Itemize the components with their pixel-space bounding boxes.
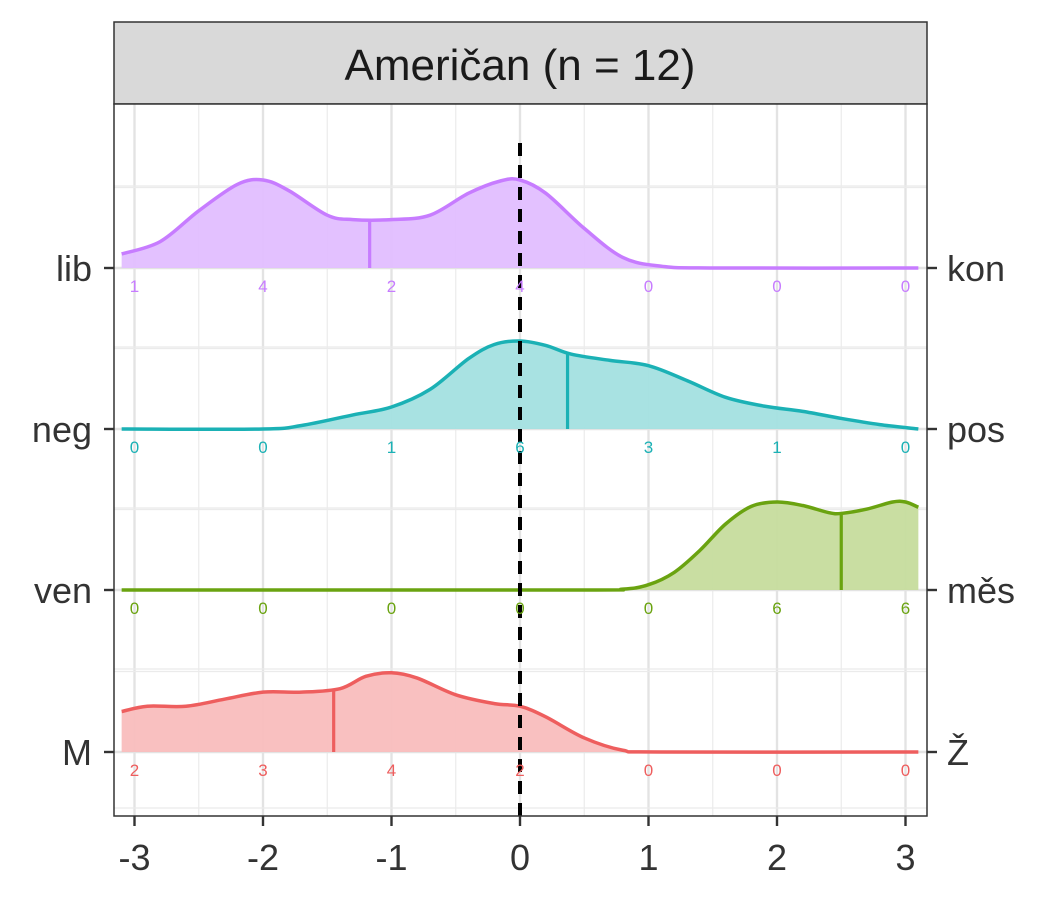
density-line-ven-mes bbox=[121, 499, 920, 592]
count-label: 6 bbox=[515, 438, 524, 457]
y-axis-right: kon pos měs Ž bbox=[927, 248, 1015, 773]
y-label-right: kon bbox=[947, 248, 1005, 289]
ridge-lib-kon bbox=[121, 177, 919, 270]
facet-strip bbox=[113, 21, 928, 105]
y-label-right: pos bbox=[947, 409, 1005, 450]
count-label: 1 bbox=[772, 438, 781, 457]
density-area-ven-mes bbox=[121, 501, 919, 591]
facet-title: Američan (n = 12) bbox=[345, 41, 696, 90]
density-line-lib-kon bbox=[121, 177, 919, 270]
count-label: 0 bbox=[644, 277, 653, 296]
count-label: 3 bbox=[258, 761, 267, 780]
count-label: 0 bbox=[772, 277, 781, 296]
count-label: 4 bbox=[258, 277, 267, 296]
ridge-M-Z bbox=[121, 671, 919, 754]
count-label: 6 bbox=[772, 599, 781, 618]
count-label: 4 bbox=[515, 277, 524, 296]
count-label: 0 bbox=[258, 438, 267, 457]
y-label-right: měs bbox=[947, 570, 1015, 611]
x-tick-label: -2 bbox=[247, 837, 279, 878]
count-label: 1 bbox=[387, 438, 396, 457]
y-label-left: ven bbox=[34, 570, 92, 611]
x-tick-label: 3 bbox=[895, 837, 915, 878]
count-label: 0 bbox=[258, 599, 267, 618]
y-label-right: Ž bbox=[947, 732, 969, 773]
count-label: 0 bbox=[644, 761, 653, 780]
count-label: 2 bbox=[387, 277, 396, 296]
x-tick-label: -1 bbox=[375, 837, 407, 878]
count-label: 0 bbox=[644, 599, 653, 618]
density-area-lib-kon bbox=[121, 178, 919, 269]
x-tick-label: 1 bbox=[638, 837, 658, 878]
count-label: 0 bbox=[387, 599, 396, 618]
count-label: 0 bbox=[901, 277, 910, 296]
count-label: 0 bbox=[130, 438, 139, 457]
count-labels: 1 4 2 4 0 0 0 0 0 1 6 3 1 0 0 0 0 0 0 6 6 2 3 4 2 0 0 0 bbox=[130, 277, 910, 780]
y-label-left: lib bbox=[56, 248, 92, 289]
count-label: 6 bbox=[901, 599, 910, 618]
y-label-left: M bbox=[62, 732, 92, 773]
count-label: 0 bbox=[772, 761, 781, 780]
y-label-left: neg bbox=[32, 409, 92, 450]
count-label: 0 bbox=[515, 599, 524, 618]
x-tick-label: 2 bbox=[767, 837, 787, 878]
x-tick-label: 0 bbox=[510, 837, 530, 878]
count-label: 0 bbox=[901, 438, 910, 457]
ridge-ven-mes bbox=[121, 499, 920, 592]
x-tick-label: -3 bbox=[118, 837, 150, 878]
density-line-M-Z bbox=[121, 671, 919, 754]
y-axis-left: lib neg ven M bbox=[32, 248, 114, 773]
count-label: 3 bbox=[644, 438, 653, 457]
count-label: 2 bbox=[515, 761, 524, 780]
count-label: 4 bbox=[387, 761, 396, 780]
count-label: 2 bbox=[130, 761, 139, 780]
count-label: 0 bbox=[130, 599, 139, 618]
count-label: 0 bbox=[901, 761, 910, 780]
count-label: 1 bbox=[130, 277, 139, 296]
density-line-neg-pos bbox=[121, 339, 919, 432]
x-axis: -3 -2 -1 0 1 2 3 bbox=[118, 816, 916, 878]
